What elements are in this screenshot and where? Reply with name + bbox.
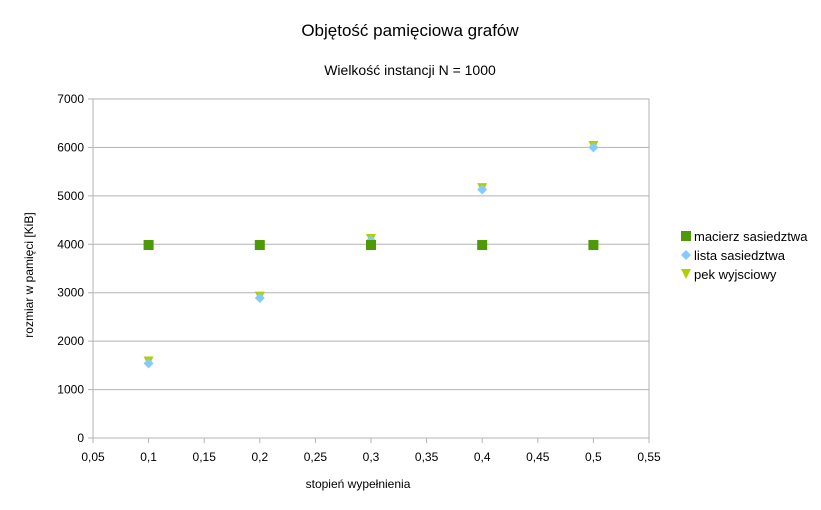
data-point xyxy=(143,240,154,251)
x-tick-label: 0,45 xyxy=(526,450,550,464)
x-tick-label: 0,2 xyxy=(251,450,268,464)
legend-marker xyxy=(681,250,691,260)
y-axis-ticks: 0 1000 2000 3000 4000 5000 6000 7000 xyxy=(57,92,93,445)
data-points xyxy=(143,140,599,369)
x-tick-label: 0,3 xyxy=(363,450,380,464)
x-tick-label: 0,05 xyxy=(81,450,105,464)
chart-subtitle: Wielkość instancji N = 1000 xyxy=(324,62,496,78)
x-tick-label: 0,4 xyxy=(474,450,491,464)
data-point xyxy=(477,240,488,251)
legend-label: pek wyjsciowy xyxy=(694,267,777,282)
chart-title: Objętość pamięciowa grafów xyxy=(301,21,519,40)
x-tick-label: 0,15 xyxy=(193,450,217,464)
y-axis-title: rozmiar w pamięci [KiB] xyxy=(22,212,36,337)
x-axis-ticks: 0,05 0,1 0,15 0,2 0,25 0,3 0,35 0,4 0,45 0,5 0,55 xyxy=(81,438,661,464)
gridlines xyxy=(93,98,649,439)
data-point xyxy=(254,293,265,304)
y-tick-label: 5000 xyxy=(57,189,84,203)
y-tick-label: 4000 xyxy=(57,237,84,251)
legend-marker xyxy=(681,269,691,279)
y-tick-label: 6000 xyxy=(57,140,84,154)
data-point xyxy=(477,184,488,195)
x-axis-title: stopień wypełnienia xyxy=(306,477,411,491)
legend: macierz sasiedztwa lista sasiedztwa pek wy… xyxy=(681,229,808,282)
x-tick-label: 0,1 xyxy=(140,450,157,464)
data-point xyxy=(143,358,154,369)
y-tick-label: 1000 xyxy=(57,383,84,397)
x-tick-label: 0,55 xyxy=(637,450,661,464)
legend-label: macierz sasiedztwa xyxy=(694,229,808,244)
data-point xyxy=(588,142,599,153)
data-point xyxy=(588,240,599,251)
plot-area xyxy=(92,98,650,439)
x-tick-label: 0,5 xyxy=(585,450,602,464)
y-tick-label: 7000 xyxy=(57,92,84,106)
legend-marker xyxy=(681,231,691,241)
legend-label: lista sasiedztwa xyxy=(694,248,786,263)
y-tick-label: 3000 xyxy=(57,286,84,300)
data-point xyxy=(366,240,376,251)
y-tick-label: 0 xyxy=(77,431,84,445)
x-tick-label: 0,35 xyxy=(415,450,439,464)
data-point xyxy=(254,240,265,251)
x-tick-label: 0,25 xyxy=(304,450,328,464)
y-tick-label: 2000 xyxy=(57,334,84,348)
